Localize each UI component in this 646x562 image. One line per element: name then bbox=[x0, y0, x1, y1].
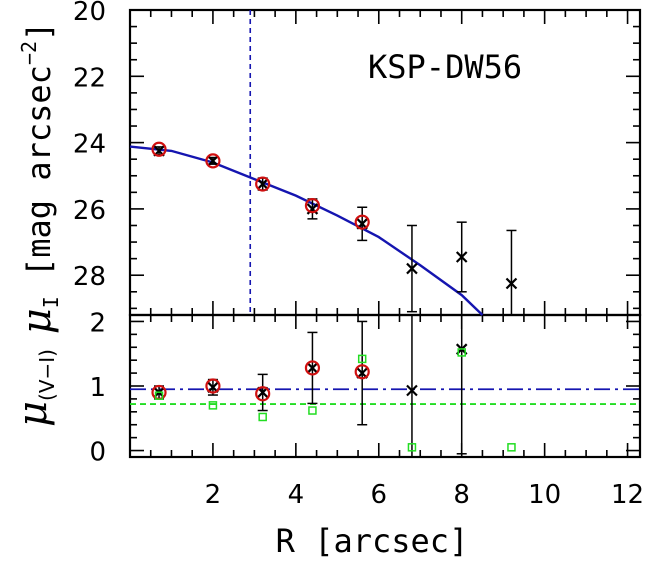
x-tick-label: 8 bbox=[453, 480, 470, 510]
data-point-square bbox=[258, 412, 267, 422]
top-y-tick-label: 26 bbox=[73, 196, 106, 226]
data-point-square bbox=[357, 354, 367, 364]
data-point-circle bbox=[255, 386, 271, 402]
data-point-x bbox=[207, 155, 219, 167]
data-point-circle bbox=[151, 141, 167, 157]
top-y-tick-label: 24 bbox=[73, 130, 106, 160]
object-name-label: KSP-DW56 bbox=[368, 48, 522, 86]
bottom-y-tick-label: 1 bbox=[89, 373, 106, 403]
bottom-y-symbol: μ bbox=[10, 401, 56, 427]
data-point-x bbox=[406, 384, 418, 397]
top-y-tick-label: 22 bbox=[73, 63, 106, 93]
data-point-x bbox=[455, 251, 468, 263]
x-tick-label: 4 bbox=[288, 480, 305, 510]
top-y-tick-label: 28 bbox=[73, 262, 106, 292]
bottom-panel-marks bbox=[130, 314, 640, 458]
top-y-units: [mag arcsec bbox=[20, 65, 58, 296]
top-y-tick-label: 20 bbox=[73, 0, 106, 27]
data-point-x bbox=[505, 277, 518, 290]
data-point-circle bbox=[354, 364, 370, 380]
x-tick-label: 10 bbox=[528, 480, 561, 510]
data-point-x bbox=[256, 178, 269, 190]
data-point-square bbox=[308, 406, 317, 415]
data-point-square bbox=[407, 443, 417, 452]
data-point-circle bbox=[255, 176, 271, 192]
x-tick-label: 12 bbox=[611, 480, 644, 510]
data-point-circle bbox=[304, 360, 321, 376]
data-point-circle bbox=[304, 197, 321, 214]
data-point-circle bbox=[205, 153, 221, 169]
x-tick-label: 6 bbox=[371, 480, 388, 510]
bottom-y-tick-label: 0 bbox=[89, 438, 106, 468]
data-point-circle bbox=[205, 378, 221, 394]
top-y-subscript: I bbox=[39, 296, 63, 308]
data-point-square bbox=[208, 401, 218, 410]
top-panel-marks bbox=[129, 10, 518, 316]
data-point-square bbox=[154, 391, 164, 400]
data-point-square bbox=[507, 443, 516, 452]
x-axis-title: R [arcsec] bbox=[276, 522, 469, 560]
data-point-circle bbox=[354, 214, 370, 230]
data-point-x bbox=[306, 362, 319, 374]
sersic-fit-line bbox=[129, 145, 484, 316]
top-y-close-bracket: ] bbox=[20, 22, 58, 41]
top-panel-ticks bbox=[130, 9, 640, 315]
x-tick-label: 2 bbox=[205, 480, 222, 510]
data-point-square bbox=[457, 348, 466, 357]
top-y-axis-title: μI [mag arcsec−2] bbox=[14, 22, 63, 335]
bottom-y-subscript: (V−I) bbox=[35, 349, 59, 401]
bottom-y-tick-label: 2 bbox=[89, 308, 106, 338]
bottom-y-axis-title: μ(V−I) bbox=[10, 349, 59, 427]
data-point-x bbox=[406, 262, 418, 275]
top-y-exponent: −2 bbox=[17, 41, 41, 65]
top-y-symbol: μ bbox=[14, 308, 60, 334]
